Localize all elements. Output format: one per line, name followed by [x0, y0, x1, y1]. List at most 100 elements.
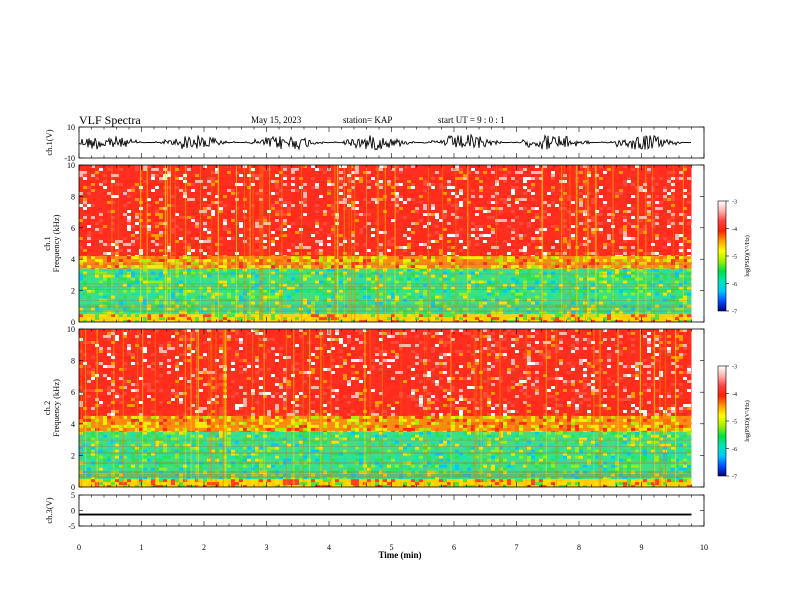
- spectrogram-cell: [155, 216, 159, 219]
- spectrogram-cell: [127, 189, 131, 192]
- spectrogram-cell: [287, 304, 291, 308]
- spectrogram-cell: [483, 246, 487, 249]
- spectrogram-cell: [303, 195, 307, 198]
- spectrogram-cell: [163, 482, 167, 486]
- spectrogram-cell: [659, 213, 663, 216]
- spectrogram-cell: [587, 256, 591, 260]
- spectrogram-cell: [343, 268, 347, 272]
- spectrogram-cell: [595, 307, 599, 311]
- spectrogram-cell: [547, 192, 551, 195]
- spectrogram-cell: [115, 219, 119, 222]
- spectrogram-cell: [483, 262, 487, 266]
- spectrogram-cell: [495, 255, 499, 257]
- spectrogram-cell: [203, 216, 207, 219]
- spectrogram-cell: [527, 177, 531, 180]
- spectrogram-cell: [631, 237, 635, 240]
- spectrogram-cell: [183, 304, 187, 308]
- spectrogram-cell: [415, 207, 419, 210]
- spectrogram-cell: [559, 298, 563, 302]
- spectrogram-cell: [383, 256, 387, 260]
- spectrogram-cell: [507, 213, 511, 216]
- spectrogram-cell: [511, 174, 515, 177]
- spectrogram-cell: [355, 292, 359, 296]
- spectrogram-cell: [651, 320, 655, 322]
- spectrogram-cell: [627, 277, 631, 281]
- spectrogram-cell: [607, 189, 611, 192]
- spectrogram-cell: [247, 210, 251, 213]
- spectrogram-cell: [495, 252, 499, 255]
- spectrogram-cell: [651, 310, 655, 314]
- spectrogram-cell: [539, 171, 543, 174]
- spectrogram-cell: [411, 249, 415, 252]
- spectrogram-cell: [639, 243, 643, 246]
- spectrogram-cell: [595, 189, 599, 192]
- spectrogram-cell: [283, 310, 287, 314]
- spectrogram-cell: [579, 171, 583, 174]
- spectrogram-cell: [79, 274, 83, 278]
- spectrogram-cell: [271, 268, 275, 269]
- spectrogram-cell: [587, 222, 591, 225]
- spectrogram-cell: [547, 301, 551, 305]
- spectrogram-cell: [331, 225, 335, 228]
- spectrogram-cell: [227, 298, 231, 302]
- spectrogram-cell: [639, 213, 643, 216]
- spectrogram-cell: [587, 255, 591, 257]
- spectrogram-cell: [239, 295, 243, 299]
- spectrogram-cell: [283, 280, 287, 284]
- spectrogram-cell: [167, 231, 171, 234]
- spectrogram-cell: [663, 304, 667, 308]
- spectrogram-cell: [683, 234, 687, 237]
- spectrogram-cell: [603, 165, 607, 168]
- spectrogram-cell: [495, 231, 499, 234]
- spectrogram-cell: [255, 201, 259, 204]
- spectrogram-cell: [563, 240, 567, 243]
- spectrogram-cell: [399, 268, 403, 272]
- spectrogram-cell: [495, 295, 499, 299]
- spectrogram-cell: [603, 268, 607, 272]
- spectrogram-cell: [523, 225, 527, 228]
- spectrogram-cell: [403, 295, 407, 299]
- spectrogram-cell: [443, 216, 447, 219]
- spectrogram-cell: [155, 482, 159, 486]
- spectrogram-cell: [155, 259, 159, 263]
- spectrogram-cell: [419, 225, 423, 228]
- impulse-streak: [541, 165, 543, 322]
- spectrogram-cell: [523, 268, 527, 269]
- spectrogram-cell: [219, 210, 223, 213]
- spectrogram-cell: [463, 262, 467, 266]
- spectrogram-cell: [531, 165, 535, 168]
- spectrogram-cell: [491, 201, 495, 204]
- spectrogram-cell: [439, 313, 443, 315]
- spectrogram-cell: [159, 304, 163, 308]
- spectrogram-cell: [471, 295, 475, 299]
- spectrogram-cell: [647, 210, 651, 213]
- spectrogram-cell: [571, 479, 575, 483]
- spectrogram-cell: [667, 286, 671, 290]
- spectrogram-cell: [279, 219, 283, 222]
- spectrogram-cell: [199, 216, 203, 219]
- spectrogram-cell: [539, 255, 543, 257]
- spectrogram-cell: [567, 210, 571, 213]
- spectrogram-cell: [395, 210, 399, 213]
- spectrogram-cell: [563, 171, 567, 174]
- spectrogram-cell: [651, 225, 655, 228]
- spectrogram-cell: [607, 283, 611, 287]
- spectrogram-cell: [587, 225, 591, 228]
- spectrogram-cell: [343, 265, 347, 269]
- spectrogram-cell: [275, 237, 279, 240]
- spectrogram-cell: [103, 304, 107, 308]
- spectrogram-cell: [275, 292, 279, 296]
- spectrogram-cell: [175, 271, 179, 275]
- spectrogram-cell: [631, 183, 635, 186]
- spectrogram-cell: [263, 210, 267, 213]
- spectrogram-cell: [211, 485, 215, 487]
- spectrogram-cell: [419, 301, 423, 305]
- spectrogram-cell: [231, 268, 235, 269]
- spectrogram-cell: [643, 283, 647, 287]
- spectrogram-cell: [435, 271, 439, 275]
- spectrogram-cell: [663, 243, 667, 246]
- spectrogram-cell: [207, 259, 211, 263]
- spectrogram-cell: [367, 479, 371, 483]
- spectrogram-cell: [351, 165, 355, 168]
- spectrogram-cell: [207, 317, 211, 321]
